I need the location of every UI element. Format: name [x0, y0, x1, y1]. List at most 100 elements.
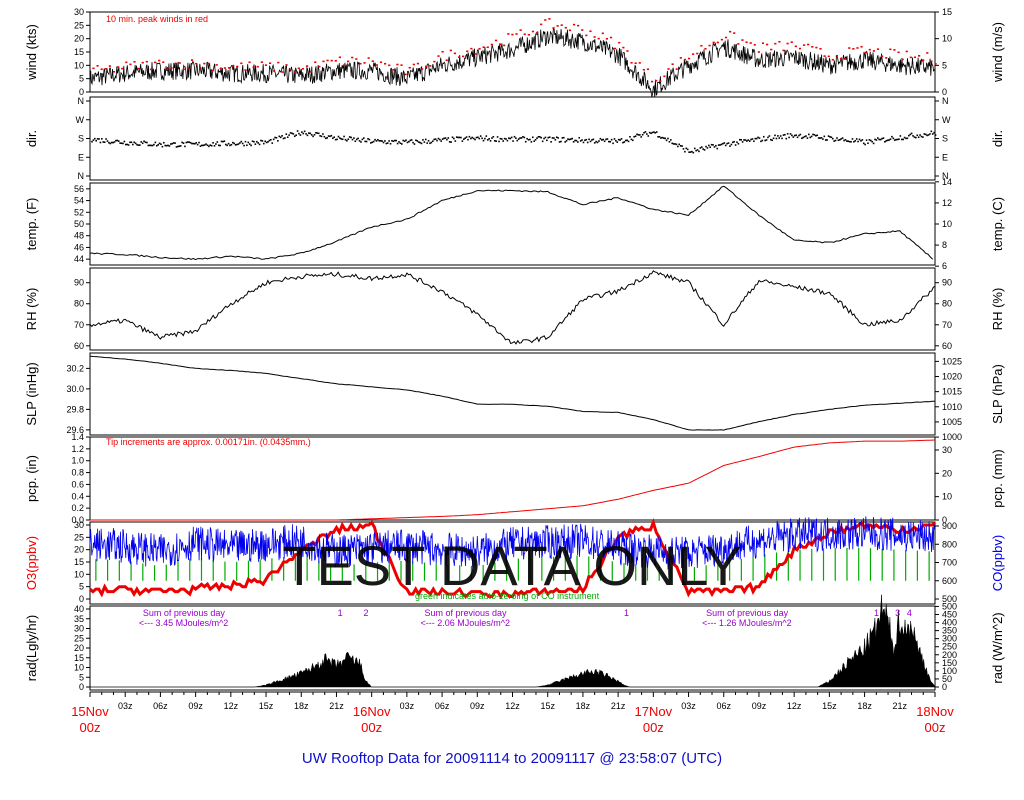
direction-point: [168, 145, 171, 147]
direction-point: [508, 137, 510, 139]
peak-wind-mark: [827, 55, 830, 58]
peak-wind-mark: [778, 40, 781, 43]
peak-wind-mark: [133, 61, 136, 63]
direction-point: [693, 147, 696, 150]
peak-wind-mark: [614, 47, 617, 50]
direction-point: [665, 139, 668, 142]
direction-point: [327, 135, 330, 137]
direction-point: [110, 141, 113, 144]
direction-point: [803, 135, 806, 138]
y-tick-label-right: N: [942, 171, 949, 181]
direction-point: [862, 142, 865, 145]
peak-wind-mark: [129, 63, 132, 66]
direction-point: [386, 142, 389, 144]
direction-point: [500, 138, 503, 140]
direction-point: [565, 139, 568, 142]
direction-point: [348, 136, 351, 138]
direction-point: [879, 138, 882, 141]
direction-point: [109, 142, 112, 145]
y-tick-label: 10: [74, 569, 84, 579]
direction-point: [546, 139, 548, 142]
direction-point: [715, 144, 717, 147]
peak-wind-mark: [186, 67, 190, 69]
peak-wind-mark: [203, 62, 206, 65]
peak-wind-mark: [819, 48, 822, 50]
direction-point: [506, 139, 509, 142]
direction-point: [844, 138, 847, 141]
y-tick-label-right: 900: [942, 521, 957, 531]
peak-wind-mark: [831, 58, 834, 61]
peak-wind-mark: [909, 56, 912, 59]
peak-wind-mark: [860, 45, 863, 48]
direction-point: [893, 139, 896, 141]
hour-tick-label: 09z: [188, 701, 203, 711]
relative-humidity-line: [89, 270, 936, 345]
direction-point: [341, 138, 344, 141]
y-axis-label: SLP (inHg): [24, 362, 39, 425]
peak-wind-mark: [716, 41, 719, 44]
direction-point: [524, 140, 527, 143]
direction-point: [123, 140, 126, 143]
direction-point: [277, 140, 279, 142]
direction-point: [886, 139, 889, 142]
peak-wind-mark: [638, 62, 641, 64]
peak-wind-mark: [646, 68, 650, 71]
y-tick-label: 10: [74, 663, 84, 673]
direction-point: [446, 138, 448, 141]
peak-wind-mark: [811, 45, 814, 48]
peak-wind-mark: [453, 52, 457, 55]
direction-point: [700, 146, 703, 148]
direction-point: [568, 138, 571, 141]
direction-point: [310, 134, 313, 136]
direction-point: [358, 140, 361, 142]
peak-wind-mark: [388, 64, 391, 67]
direction-point: [99, 141, 102, 144]
direction-point: [889, 138, 892, 140]
direction-point: [850, 141, 852, 143]
y-tick-label-right: 14: [942, 177, 952, 187]
direction-point: [881, 137, 883, 140]
y-tick-label: 1.4: [71, 432, 84, 442]
direction-point: [916, 134, 919, 137]
direction-point: [241, 142, 244, 145]
day-time-label: 00z: [643, 720, 664, 735]
direction-point: [830, 136, 833, 139]
direction-point: [643, 131, 645, 134]
peak-wind-mark: [794, 45, 797, 48]
direction-point: [270, 138, 272, 141]
direction-point: [344, 138, 347, 141]
peak-wind-mark: [905, 50, 908, 53]
co-annotation: green indicates auto-zeroing of CO instr…: [415, 591, 600, 601]
direction-point: [337, 135, 340, 138]
y-tick-label: W: [76, 115, 85, 125]
y-tick-label: 5: [79, 74, 84, 84]
y-tick-label: 29.6: [66, 425, 84, 435]
direction-point: [324, 137, 327, 140]
direction-point: [388, 140, 390, 142]
direction-point: [892, 137, 895, 140]
direction-point: [162, 141, 165, 144]
direction-point: [544, 136, 547, 139]
peak-wind-mark: [482, 46, 485, 48]
direction-point: [320, 135, 323, 138]
peak-wind-mark: [190, 59, 194, 61]
y-tick-label-right: 5: [942, 60, 947, 70]
peak-wind-mark: [507, 33, 510, 35]
direction-point: [253, 140, 255, 143]
direction-point: [554, 138, 557, 141]
peak-wind-mark: [527, 33, 530, 36]
peak-wind-mark: [342, 64, 346, 66]
peak-wind-mark: [383, 62, 387, 65]
peak-wind-mark: [466, 50, 469, 53]
direction-point: [677, 145, 679, 148]
direction-point: [788, 136, 790, 139]
peak-wind-mark: [297, 67, 300, 70]
y-tick-label: N: [78, 96, 85, 106]
y-tick-label: 52: [74, 207, 84, 217]
direction-point: [882, 137, 885, 139]
direction-point: [424, 138, 427, 141]
direction-point: [923, 133, 926, 135]
direction-point: [822, 138, 824, 140]
direction-point: [608, 140, 610, 143]
